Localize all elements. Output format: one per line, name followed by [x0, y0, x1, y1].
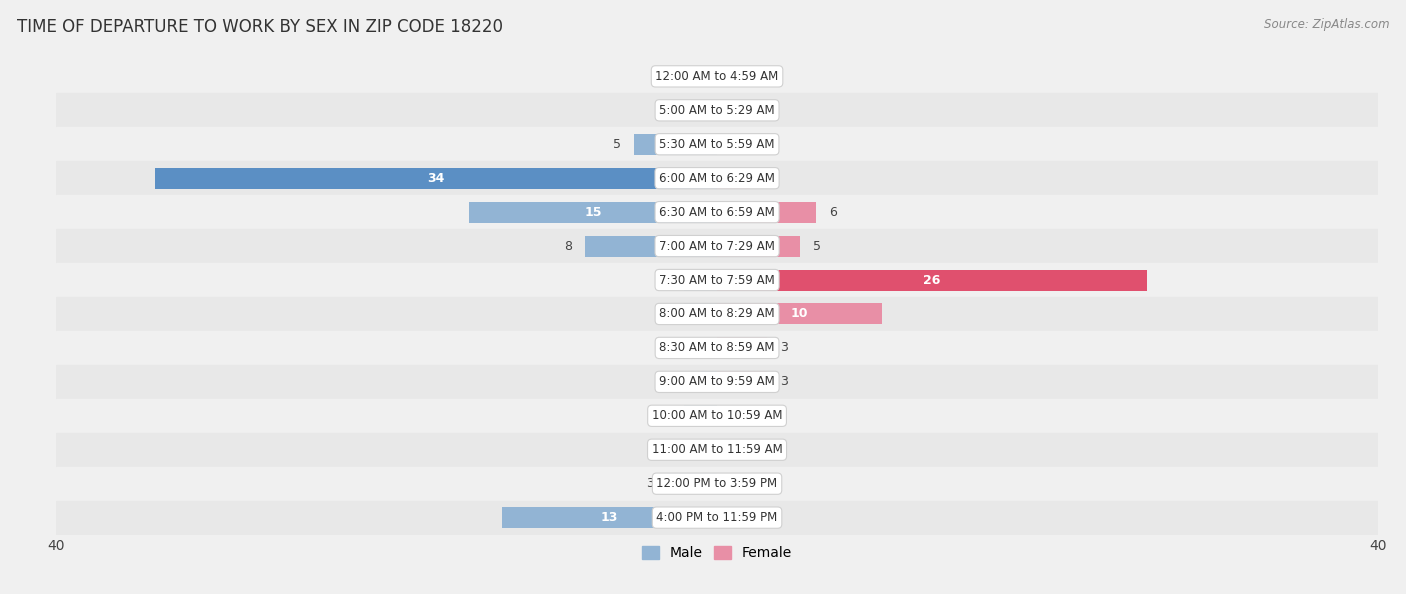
Text: 10:00 AM to 10:59 AM: 10:00 AM to 10:59 AM [652, 409, 782, 422]
Text: 5: 5 [813, 239, 821, 252]
Text: 12:00 PM to 3:59 PM: 12:00 PM to 3:59 PM [657, 477, 778, 490]
Bar [56, 263, 1378, 297]
Text: 26: 26 [924, 273, 941, 286]
Text: 8:00 AM to 8:29 AM: 8:00 AM to 8:29 AM [659, 308, 775, 321]
Text: 0: 0 [696, 342, 704, 355]
Bar [156, 168, 717, 189]
Bar [502, 507, 717, 528]
Bar [668, 473, 717, 494]
Text: 1: 1 [679, 375, 688, 388]
Text: Source: ZipAtlas.com: Source: ZipAtlas.com [1264, 18, 1389, 31]
Text: 7:00 AM to 7:29 AM: 7:00 AM to 7:29 AM [659, 239, 775, 252]
Bar [56, 399, 1378, 433]
Bar [717, 371, 766, 393]
Bar [717, 236, 800, 257]
Text: 13: 13 [600, 511, 619, 524]
Bar [56, 433, 1378, 467]
Text: 9:00 AM to 9:59 AM: 9:00 AM to 9:59 AM [659, 375, 775, 388]
Text: 0: 0 [730, 104, 738, 117]
Text: 10: 10 [792, 308, 808, 321]
Bar [56, 59, 1378, 93]
Bar [470, 201, 717, 223]
Text: 2: 2 [662, 273, 671, 286]
Bar [56, 365, 1378, 399]
Text: 1: 1 [747, 511, 755, 524]
Text: 0: 0 [730, 409, 738, 422]
Text: 8:30 AM to 8:59 AM: 8:30 AM to 8:59 AM [659, 342, 775, 355]
Text: 0: 0 [730, 477, 738, 490]
Text: 34: 34 [427, 172, 444, 185]
Bar [685, 304, 717, 324]
Text: 8: 8 [564, 239, 572, 252]
Text: 11:00 AM to 11:59 AM: 11:00 AM to 11:59 AM [652, 443, 782, 456]
Text: 2: 2 [763, 172, 772, 185]
Text: 2: 2 [662, 409, 671, 422]
Text: 5:00 AM to 5:29 AM: 5:00 AM to 5:29 AM [659, 104, 775, 117]
Bar [585, 236, 717, 257]
Text: 15: 15 [585, 206, 602, 219]
Text: 6:00 AM to 6:29 AM: 6:00 AM to 6:29 AM [659, 172, 775, 185]
Bar [56, 501, 1378, 535]
Bar [634, 134, 717, 155]
Text: 0: 0 [730, 443, 738, 456]
Text: 7:30 AM to 7:59 AM: 7:30 AM to 7:59 AM [659, 273, 775, 286]
Text: 0: 0 [730, 70, 738, 83]
Bar [56, 331, 1378, 365]
Text: 5: 5 [613, 138, 621, 151]
Legend: Male, Female: Male, Female [637, 541, 797, 565]
Text: 3: 3 [647, 477, 654, 490]
Text: 3: 3 [780, 342, 787, 355]
Bar [717, 201, 815, 223]
Bar [56, 467, 1378, 501]
Bar [717, 168, 751, 189]
Text: 3: 3 [780, 375, 787, 388]
Bar [717, 337, 766, 358]
Bar [56, 195, 1378, 229]
Bar [56, 93, 1378, 127]
Bar [56, 161, 1378, 195]
Text: 12:00 AM to 4:59 AM: 12:00 AM to 4:59 AM [655, 70, 779, 83]
Bar [717, 304, 883, 324]
Bar [717, 507, 734, 528]
Bar [700, 371, 717, 393]
Text: 0: 0 [696, 70, 704, 83]
Text: 6: 6 [830, 206, 838, 219]
Text: 0: 0 [696, 104, 704, 117]
Bar [685, 270, 717, 290]
Text: 0: 0 [730, 138, 738, 151]
Text: 6:30 AM to 6:59 AM: 6:30 AM to 6:59 AM [659, 206, 775, 219]
Bar [56, 297, 1378, 331]
Text: 2: 2 [662, 308, 671, 321]
Bar [56, 229, 1378, 263]
Bar [685, 405, 717, 426]
Text: 4:00 PM to 11:59 PM: 4:00 PM to 11:59 PM [657, 511, 778, 524]
Bar [717, 270, 1146, 290]
Bar [56, 127, 1378, 161]
Text: TIME OF DEPARTURE TO WORK BY SEX IN ZIP CODE 18220: TIME OF DEPARTURE TO WORK BY SEX IN ZIP … [17, 18, 503, 36]
Text: 0: 0 [696, 443, 704, 456]
Text: 5:30 AM to 5:59 AM: 5:30 AM to 5:59 AM [659, 138, 775, 151]
